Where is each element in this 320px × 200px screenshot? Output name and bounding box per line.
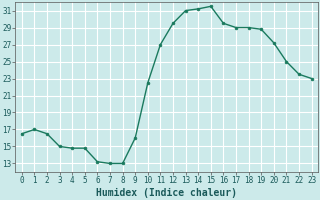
X-axis label: Humidex (Indice chaleur): Humidex (Indice chaleur): [96, 188, 237, 198]
